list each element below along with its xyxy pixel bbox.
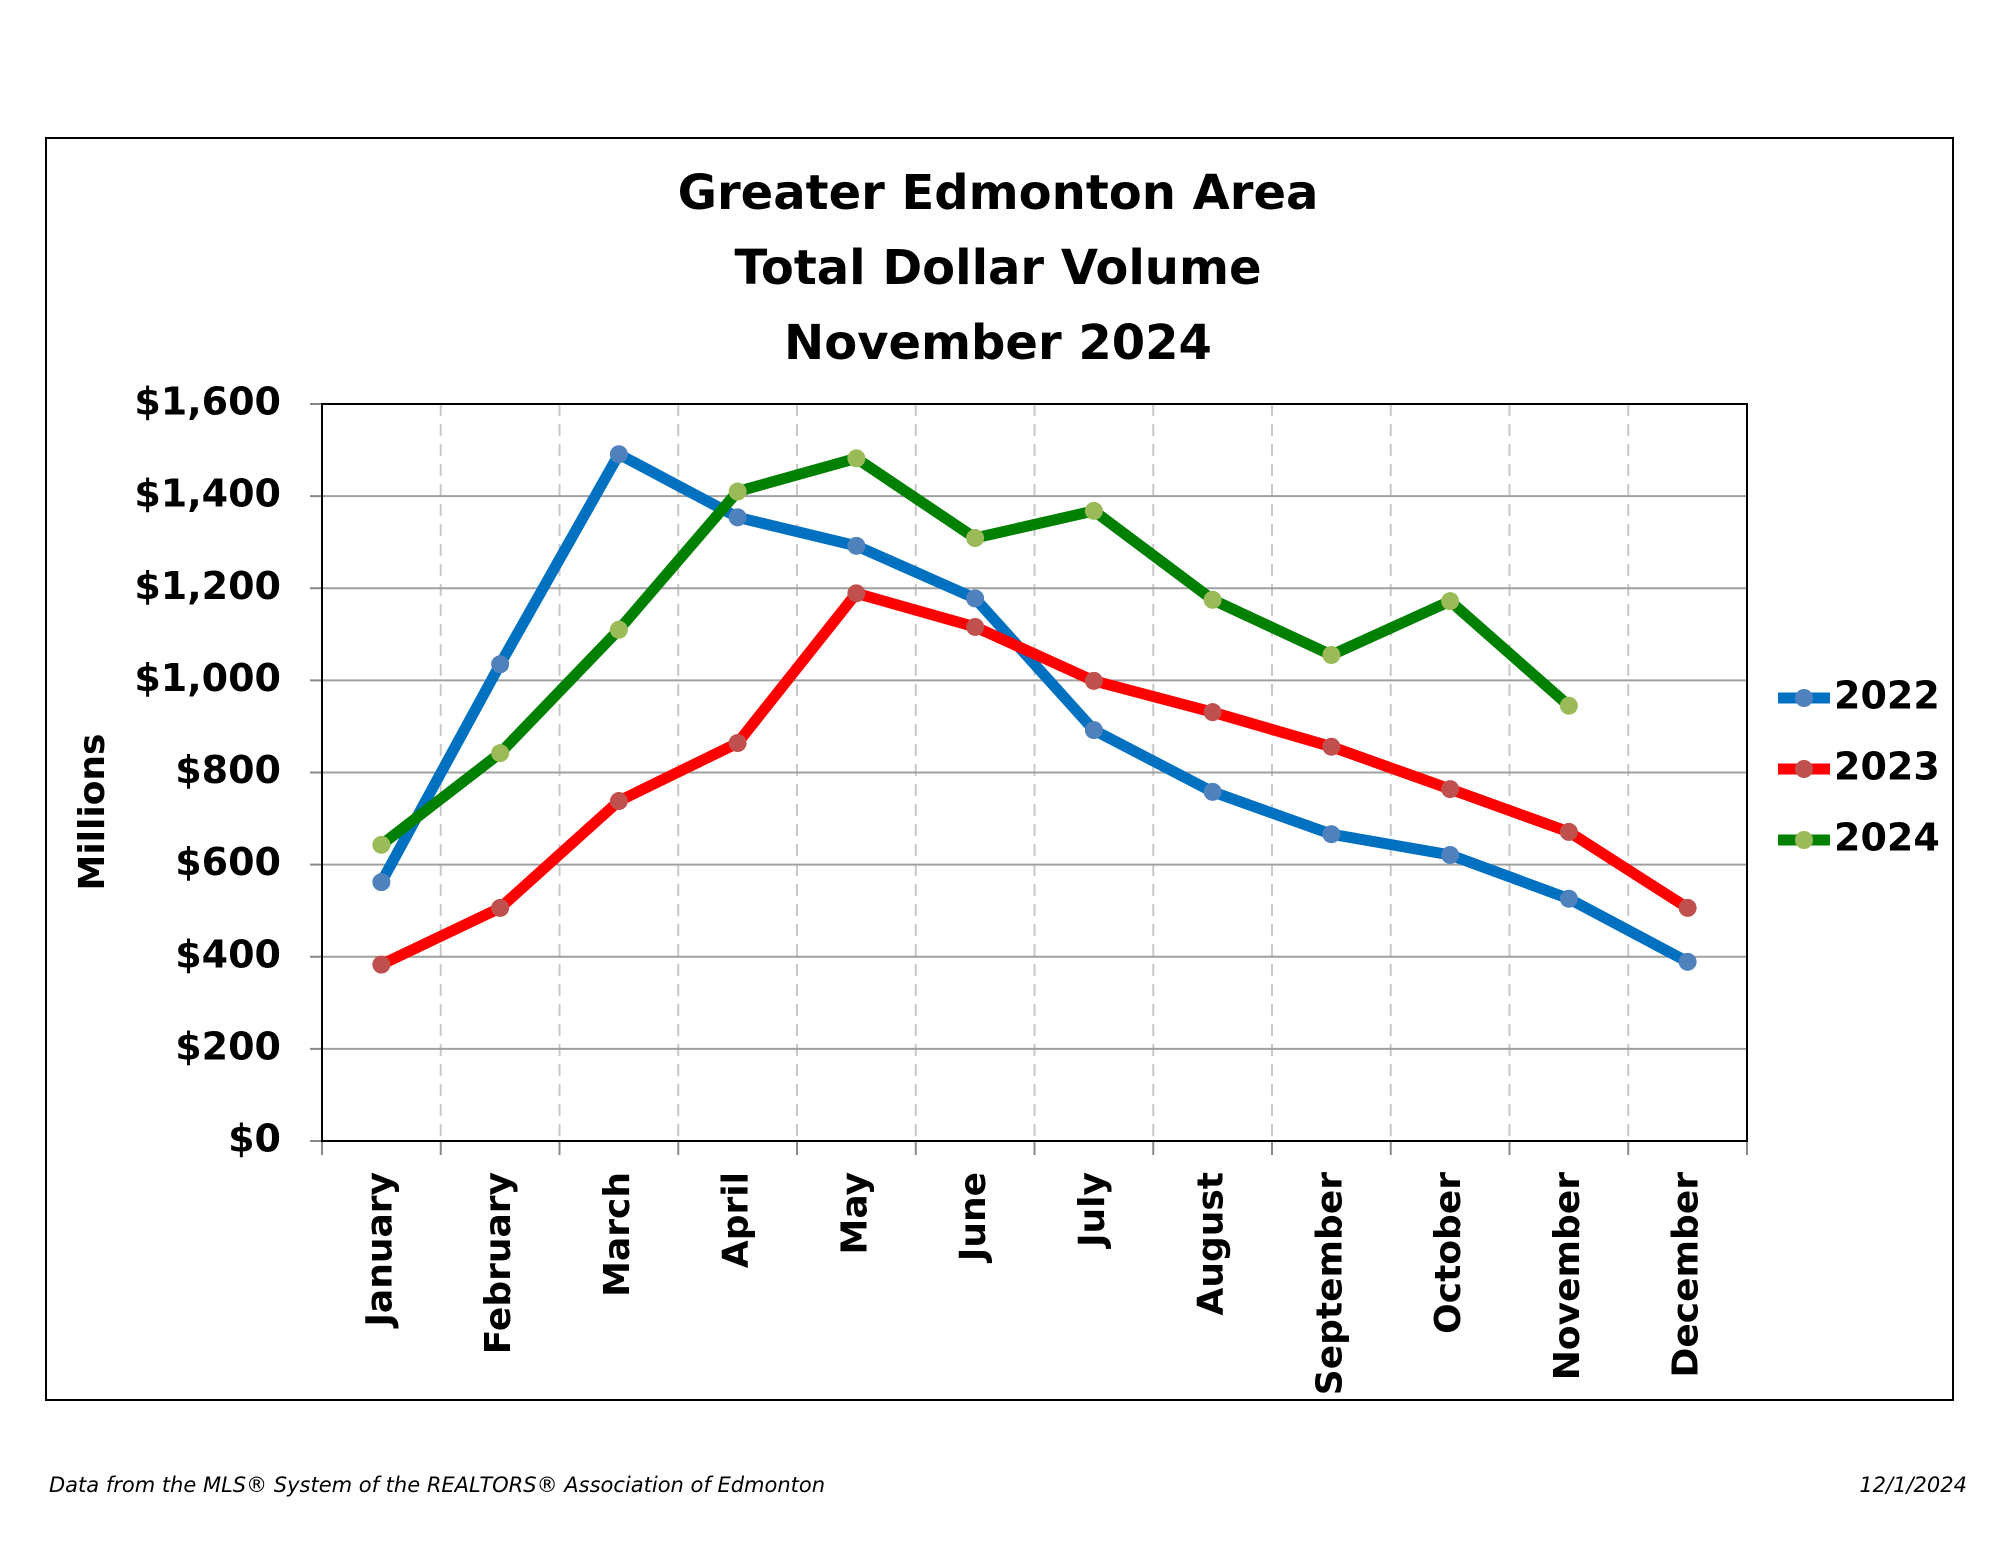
x-tick-label: January xyxy=(359,1172,400,1329)
y-tick-label: $800 xyxy=(175,748,281,792)
y-tick-label: $1,200 xyxy=(134,564,281,608)
x-tick-label: November xyxy=(1547,1172,1588,1380)
footer-source: Data from the MLS® System of the REALTOR… xyxy=(49,1473,825,1497)
data-point xyxy=(728,508,747,527)
series-line xyxy=(379,587,1691,970)
data-point xyxy=(966,617,985,636)
data-point xyxy=(1678,898,1697,917)
data-point xyxy=(1441,592,1460,611)
series-line xyxy=(376,448,1691,967)
x-tick-label: April xyxy=(716,1172,757,1268)
y-axis-label: Millions xyxy=(72,734,113,891)
data-point xyxy=(372,955,391,974)
data-point xyxy=(1441,845,1460,864)
y-tick-label: $400 xyxy=(175,932,281,976)
y-tick-label: $1,400 xyxy=(134,472,281,516)
legend-marker xyxy=(1795,689,1813,707)
chart-title: November 2024 xyxy=(784,315,1212,371)
x-tick-label: May xyxy=(834,1172,875,1254)
data-point xyxy=(609,792,628,811)
legend-marker xyxy=(1795,831,1813,849)
data-point xyxy=(372,835,391,854)
y-tick-label: $600 xyxy=(175,840,281,884)
data-point xyxy=(728,734,747,753)
chart-title: Greater Edmonton Area xyxy=(678,165,1319,221)
data-point xyxy=(609,445,628,464)
data-point xyxy=(372,873,391,892)
data-point xyxy=(847,449,866,468)
data-point xyxy=(1559,696,1578,715)
data-point xyxy=(847,536,866,555)
x-tick-label: June xyxy=(953,1172,994,1264)
chart-title: Total Dollar Volume xyxy=(734,240,1261,296)
data-point xyxy=(966,529,985,548)
legend-label: 2024 xyxy=(1834,816,1940,860)
data-point xyxy=(1084,671,1103,690)
data-point xyxy=(1084,501,1103,520)
x-tick-label: August xyxy=(1191,1172,1232,1316)
x-tick-label: February xyxy=(478,1172,519,1354)
legend-label: 2023 xyxy=(1834,745,1940,789)
plot-border xyxy=(321,403,1748,1142)
y-tick-label: $200 xyxy=(175,1024,281,1068)
data-point xyxy=(1441,780,1460,799)
legend-marker xyxy=(1795,760,1813,778)
x-tick-label: October xyxy=(1428,1172,1469,1334)
data-point xyxy=(1559,822,1578,841)
data-point xyxy=(1322,825,1341,844)
legend-label: 2022 xyxy=(1834,674,1940,718)
y-tick-label: $0 xyxy=(228,1117,281,1161)
data-point xyxy=(1322,737,1341,756)
data-point xyxy=(491,655,510,674)
data-point xyxy=(1203,782,1222,801)
data-point xyxy=(1678,952,1697,971)
data-point xyxy=(1084,721,1103,740)
x-tick-label: December xyxy=(1666,1172,1707,1378)
y-tick-label: $1,000 xyxy=(134,656,281,700)
x-tick-label: March xyxy=(597,1172,638,1297)
data-point xyxy=(1322,646,1341,665)
data-point xyxy=(491,898,510,917)
footer-date: 12/1/2024 xyxy=(1859,1473,1967,1497)
data-point xyxy=(1559,889,1578,908)
y-tick-label: $1,600 xyxy=(134,380,281,424)
data-point xyxy=(1203,590,1222,609)
data-point xyxy=(491,744,510,763)
x-tick-label: September xyxy=(1309,1172,1350,1395)
data-point xyxy=(728,482,747,501)
x-tick-label: July xyxy=(1072,1172,1113,1250)
data-point xyxy=(1203,703,1222,722)
data-point xyxy=(847,584,866,603)
data-point xyxy=(966,589,985,608)
data-point xyxy=(609,620,628,639)
